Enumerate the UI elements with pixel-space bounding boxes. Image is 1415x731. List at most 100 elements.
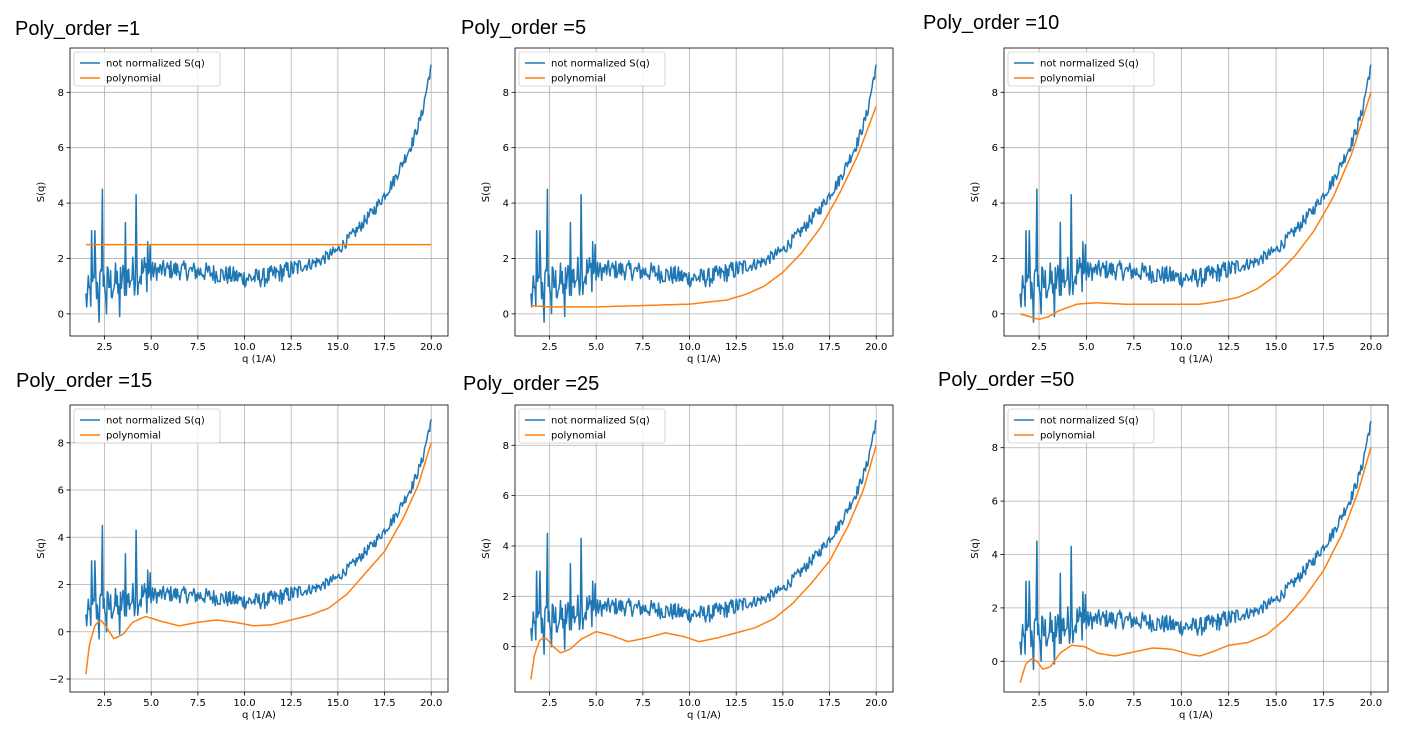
x-tick-label: 5.0 — [143, 342, 159, 353]
legend-label: not normalized S(q) — [106, 59, 205, 70]
chart-poly-order-10: 2.5 5.0 7.5 10.0 12.5 15.0 17.5 20.0 0 2 4 6 8 q (1/A… — [970, 47, 1389, 365]
x-tick-label: 10.0 — [1170, 698, 1192, 709]
x-tick-label: 5.0 — [143, 698, 159, 709]
x-tick-label: 5.0 — [588, 698, 604, 709]
y-tick-label: 6 — [58, 486, 64, 497]
y-tick-label: 2 — [992, 603, 998, 614]
y-tick-label: 4 — [503, 199, 509, 210]
x-tick-label: 20.0 — [865, 342, 887, 353]
legend: not normalized S(q) polynomial — [1007, 408, 1155, 444]
y-tick-label: 2 — [992, 254, 998, 265]
x-tick-label: 15.0 — [327, 342, 349, 353]
x-tick-label: 12.5 — [280, 342, 302, 353]
legend: not normalized S(q) polynomial — [518, 408, 666, 444]
legend: not normalized S(q) polynomial — [518, 51, 666, 87]
x-tick-label: 10.0 — [678, 342, 700, 353]
x-tick-label: 20.0 — [1360, 698, 1382, 709]
x-tick-label: 7.5 — [190, 342, 206, 353]
plot-area — [1019, 64, 1372, 323]
axes-frame — [1003, 404, 1389, 693]
x-tick-label: 7.5 — [635, 698, 651, 709]
y-tick-label: 8 — [992, 88, 998, 99]
x-tick-label: 10.0 — [678, 698, 700, 709]
x-tick-label: 10.0 — [233, 342, 255, 353]
legend-label: polynomial — [106, 74, 161, 85]
axes-frame — [69, 404, 449, 693]
y-tick-label: 4 — [503, 541, 509, 552]
legend-box — [73, 408, 221, 444]
y-axis-label: S(q) — [36, 538, 47, 559]
plot-area — [530, 64, 877, 323]
legend-box — [518, 51, 666, 87]
x-tick-label: 17.5 — [818, 342, 840, 353]
x-tick-label: 2.5 — [1031, 342, 1047, 353]
grid — [1004, 405, 1388, 692]
y-tick-label: 8 — [503, 88, 509, 99]
x-axis-label: q (1/A) — [687, 354, 721, 365]
x-tick-label: 12.5 — [280, 698, 302, 709]
x-tick-label: 7.5 — [190, 698, 206, 709]
axes-frame — [1003, 47, 1389, 337]
legend: not normalized S(q) polynomial — [73, 408, 221, 444]
y-tick-label: 8 — [503, 441, 509, 452]
legend-label: polynomial — [551, 74, 606, 85]
panel-title-3: Poly_order =10 — [923, 12, 1060, 34]
legend-label: polynomial — [106, 431, 161, 442]
series-line-sq — [1019, 64, 1372, 323]
x-tick-label: 15.0 — [1265, 698, 1287, 709]
chart-poly-order-15: 2.5 5.0 7.5 10.0 12.5 15.0 17.5 20.0 −2 0 2 4 6 8 q (1… — [36, 404, 449, 721]
y-axis-label: S(q) — [970, 182, 981, 203]
y-tick-label: 6 — [503, 143, 509, 154]
y-tick-label: 4 — [992, 550, 998, 561]
y-tick-label: 0 — [992, 657, 998, 668]
x-tick-label: 12.5 — [725, 698, 747, 709]
x-tick-label: 7.5 — [1126, 698, 1142, 709]
x-tick-label: 17.5 — [1312, 698, 1334, 709]
x-tick-label: 2.5 — [97, 342, 113, 353]
x-tick-label: 17.5 — [373, 698, 395, 709]
x-tick-label: 20.0 — [420, 342, 442, 353]
y-axis-label: S(q) — [36, 182, 47, 203]
legend-label: not normalized S(q) — [106, 416, 205, 427]
series-line-polynomial — [85, 442, 432, 675]
series-line-polynomial — [530, 105, 877, 308]
y-tick-label: −2 — [49, 675, 64, 686]
axes-frame — [514, 404, 894, 693]
x-tick-label: 7.5 — [1126, 342, 1142, 353]
y-tick-label: 6 — [992, 497, 998, 508]
y-tick-label: 4 — [58, 199, 64, 210]
x-axis-label: q (1/A) — [242, 354, 276, 365]
plot-area — [85, 419, 432, 675]
chart-poly-order-1: 2.5 5.0 7.5 10.0 12.5 15.0 17.5 20.0 0 2 4 6 8 q (1/A… — [36, 47, 449, 365]
y-axis-label: S(q) — [970, 538, 981, 559]
legend-box — [518, 408, 666, 444]
x-axis-label: q (1/A) — [1179, 354, 1213, 365]
grid — [70, 48, 448, 336]
legend-box — [1007, 408, 1155, 444]
series-line-sq — [530, 419, 877, 655]
legend-label: not normalized S(q) — [1040, 416, 1139, 427]
legend-label: not normalized S(q) — [1040, 59, 1139, 70]
series-line-sq — [85, 64, 432, 323]
panel-title-1: Poly_order =1 — [15, 18, 141, 40]
axes-frame — [514, 47, 894, 337]
y-tick-label: 0 — [58, 627, 64, 638]
x-tick-label: 15.0 — [327, 698, 349, 709]
y-tick-label: 0 — [503, 642, 509, 653]
y-tick-label: 6 — [992, 143, 998, 154]
x-axis-label: q (1/A) — [687, 710, 721, 721]
y-axis-label: S(q) — [481, 182, 492, 203]
x-tick-label: 2.5 — [1031, 698, 1047, 709]
x-tick-label: 20.0 — [420, 698, 442, 709]
legend-label: not normalized S(q) — [551, 416, 650, 427]
x-axis-label: q (1/A) — [242, 710, 276, 721]
series-line-sq — [530, 64, 877, 323]
y-tick-label: 2 — [58, 580, 64, 591]
x-tick-label: 2.5 — [542, 698, 558, 709]
plot-area — [85, 64, 432, 323]
y-tick-label: 2 — [58, 254, 64, 265]
x-tick-label: 2.5 — [542, 342, 558, 353]
x-tick-label: 12.5 — [1218, 342, 1240, 353]
x-tick-label: 20.0 — [865, 698, 887, 709]
x-tick-label: 20.0 — [1360, 342, 1382, 353]
